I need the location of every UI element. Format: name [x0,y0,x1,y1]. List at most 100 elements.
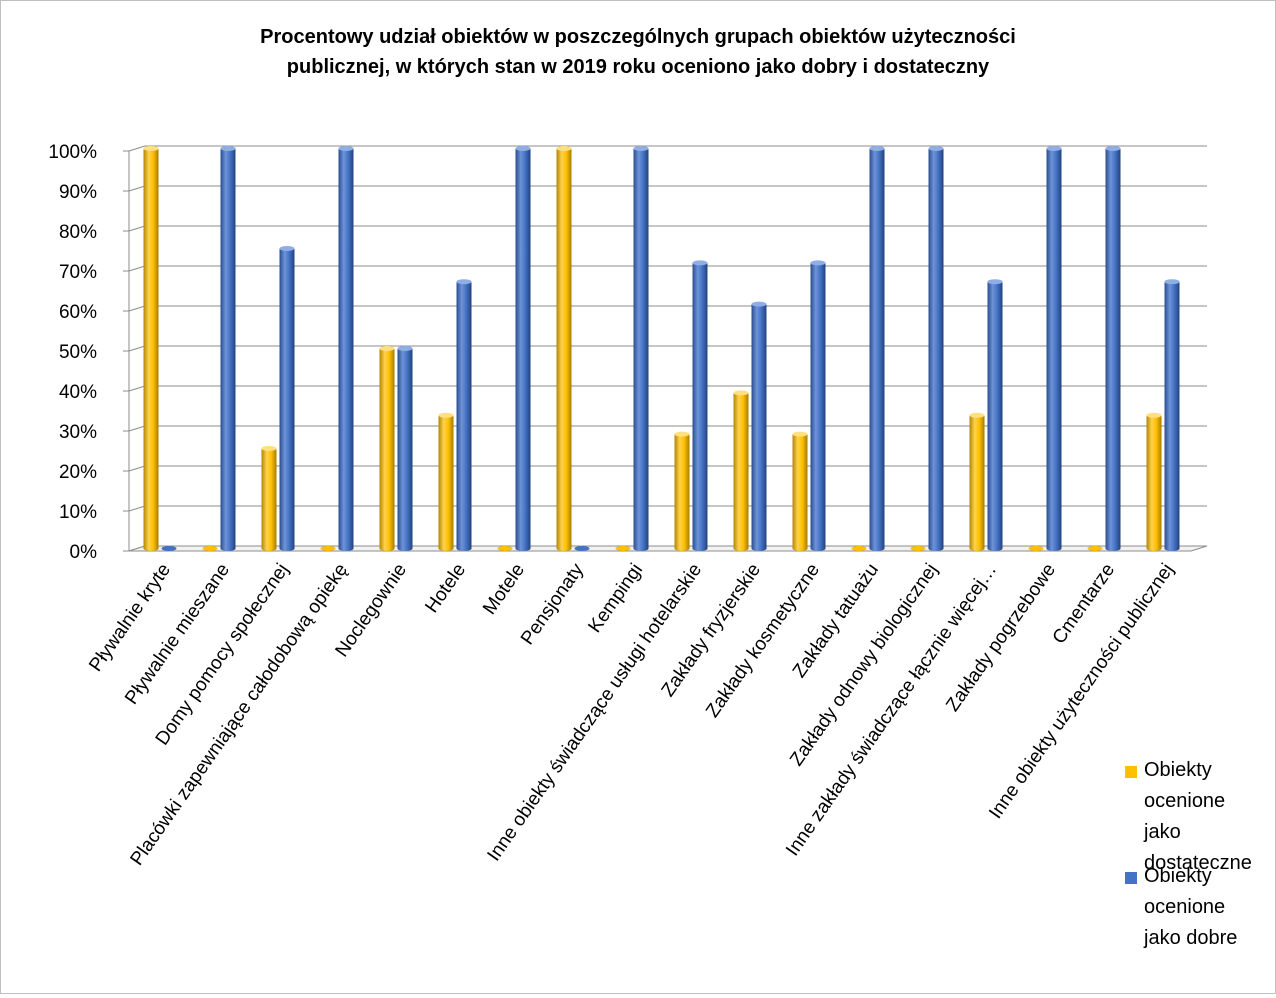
bar [1046,146,1062,551]
y-tick-label: 90% [59,182,97,203]
bar-base [515,546,531,551]
bar-body [220,148,236,549]
bar [674,431,690,551]
legend-swatch [1125,766,1137,778]
bar-body [143,148,159,549]
bar [202,546,218,551]
bar-top [574,546,590,551]
bar-body [338,148,354,549]
bar [438,412,454,551]
bar [928,146,944,551]
bar [338,146,354,551]
bar-body [633,148,649,549]
bar-base [338,546,354,551]
bar-base [751,546,767,551]
bar-body [1046,148,1062,549]
chart-title-line: Procentowy udział obiektów w poszczególn… [260,26,1016,48]
bar-base [792,546,808,551]
bar-top [692,260,708,266]
bar-top [910,546,926,551]
bar-top [143,146,159,151]
bar-top [987,279,1003,285]
bar [1146,412,1162,551]
bar [633,146,649,551]
bar-base [733,546,749,551]
gridline-depth [128,505,146,512]
x-tick-label: Placówki zapewniające całodobową opiekę [126,560,352,870]
legend-label: Obiekty [1144,865,1212,887]
y-tick-label: 20% [59,462,97,483]
bar [320,546,336,551]
bar-top [456,279,472,285]
bar-top [161,546,177,551]
bars [143,146,1180,551]
bar [969,412,985,551]
bar-base [633,546,649,551]
bar [692,260,708,551]
x-tick-label: Inne obiekty świadczące usługi hotelarsk… [484,560,707,865]
y-axis-ticks: 0% 10% 20% 30% 40% 50% 60% 70% 80% 90% 100% [48,142,97,563]
legend-swatch [1125,872,1137,884]
bar [1164,279,1180,551]
bar [497,546,513,551]
x-tick-label: Zakłady pogrzebowe [942,560,1060,716]
bar-base [1164,546,1180,551]
legend-label: Obiekty [1144,759,1212,781]
bar-top [1146,412,1162,418]
bar [810,260,826,551]
bar-body [692,262,708,549]
bar-top [1164,279,1180,285]
bar-body [751,304,767,549]
bar-body [279,248,295,549]
gridline-depth [128,305,146,312]
bar-base [928,546,944,551]
bar-top [615,546,631,551]
gridline-depth [128,465,146,472]
x-tick-label: Zakłady kosmetyczne [702,560,824,722]
legend-label: dostateczne [1144,852,1252,874]
chart-title-line: publicznej, w których stan w 2019 roku o… [287,56,990,78]
gridline-depth [128,145,146,152]
bar-base [1105,546,1121,551]
gridline-depth [128,425,146,432]
bar-body [1105,148,1121,549]
bar-top [1028,546,1044,551]
bar-body [792,434,808,549]
bar-base [379,546,395,551]
x-tick-label: Motele [479,560,529,619]
bar [397,346,413,551]
x-tick-label: Pływalnie mieszane [121,560,234,709]
bar [574,546,590,551]
bar-base [1046,546,1062,551]
chart-title: Procentowy udział obiektów w poszczególn… [260,26,1016,78]
bar-top [556,146,572,151]
bar-top [1046,146,1062,151]
legend-item: Obiekty ocenione jako dostateczne [1125,759,1252,874]
bar-top [751,301,767,307]
bar-top [869,146,885,151]
bar-base [438,546,454,551]
bar [792,431,808,551]
bar-body [438,415,454,549]
y-tick-label: 80% [59,222,97,243]
legend-label: jako [1143,821,1181,843]
bar [556,146,572,551]
bar-top [338,146,354,151]
bar-base [674,546,690,551]
y-tick-label: 40% [59,382,97,403]
bar-body [379,348,395,549]
bar-top [810,260,826,266]
bar-top [1087,546,1103,551]
bar-base [1146,546,1162,551]
bar [279,246,295,551]
bar-base [869,546,885,551]
bar [220,146,236,551]
bar-top [320,546,336,551]
legend-label: ocenione [1144,790,1225,812]
bar-base [556,546,572,551]
bar-base [456,546,472,551]
